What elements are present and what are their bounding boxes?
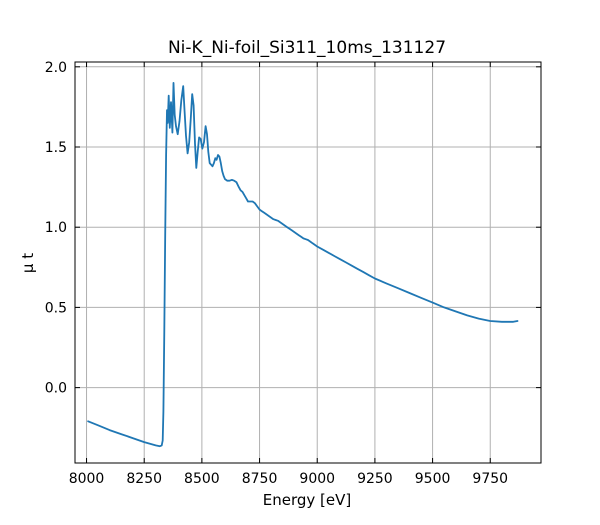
tick-layer: 8000 8250 8500 8750 9000 9250 9500 9750 0.0 0.5 1.… [45, 60, 541, 487]
y-tick-label: 1.0 [45, 220, 67, 236]
x-tick-label: 9500 [415, 471, 451, 487]
plot-frame [74, 61, 542, 464]
x-tick-label: 8750 [242, 471, 278, 487]
x-tick-label: 9250 [357, 471, 393, 487]
x-axis-label: Energy [eV] [263, 491, 351, 509]
x-tick-label: 8000 [69, 471, 105, 487]
series-layer [87, 82, 519, 448]
chart-title: Ni-K_Ni-foil_Si311_10ms_131127 [168, 38, 446, 58]
y-axis-label: μ t [19, 253, 37, 273]
y-tick-label: 0.5 [45, 300, 67, 316]
y-tick-label: 2.0 [45, 60, 67, 76]
x-tick-label: 9000 [299, 471, 335, 487]
y-tick-label: 1.5 [45, 140, 67, 156]
x-tick-label: 8250 [126, 471, 162, 487]
series-line [87, 82, 519, 448]
x-tick-label: 8500 [184, 471, 220, 487]
y-tick-label: 0.0 [45, 381, 67, 397]
x-tick-label: 9750 [472, 471, 508, 487]
grid-layer [75, 62, 541, 463]
